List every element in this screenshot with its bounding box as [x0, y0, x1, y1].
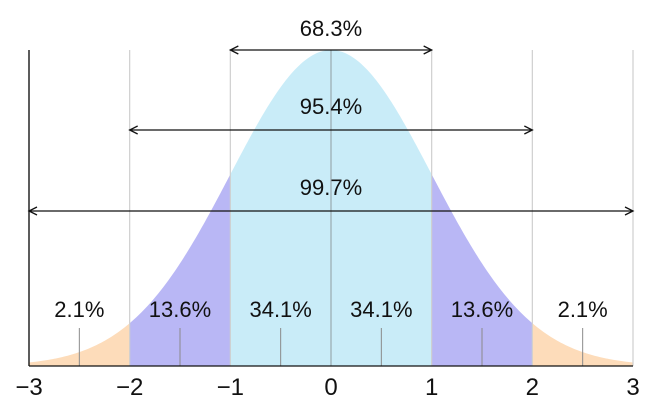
- range-arrow-head-left-2: [128, 125, 138, 135]
- band-label-5: 13.6%: [451, 297, 513, 322]
- x-tick-label-3: −1: [217, 374, 244, 401]
- x-tick-label-2: −2: [116, 374, 143, 401]
- range-label-1: 68.3%: [300, 16, 362, 41]
- band-areas: [29, 50, 633, 366]
- band-labels: 2.1% 13.6% 34.1% 34.1% 13.6% 2.1%: [54, 297, 607, 322]
- x-axis: [28, 50, 633, 367]
- band-label-4: 34.1%: [350, 297, 412, 322]
- x-tick-label-7: 3: [626, 374, 639, 401]
- x-tick-label-4: 0: [324, 374, 337, 401]
- x-tick-labels: −3 −2 −1 0 1 2 3: [15, 374, 639, 401]
- band-area-3: [230, 50, 331, 366]
- x-tick-label-1: −3: [15, 374, 42, 401]
- band-label-1: 2.1%: [54, 297, 104, 322]
- range-arrow-head-right-2: [524, 125, 534, 135]
- grid-lines: [28, 50, 634, 366]
- band-area-6: [532, 323, 633, 366]
- x-tick-label-6: 2: [526, 374, 539, 401]
- x-tick-label-5: 1: [425, 374, 438, 401]
- band-area-2: [129, 174, 231, 366]
- band-area-1: [29, 323, 130, 366]
- band-label-6: 2.1%: [558, 297, 608, 322]
- range-label-2: 95.4%: [300, 94, 362, 119]
- band-label-2: 13.6%: [149, 297, 211, 322]
- band-area-4: [331, 50, 432, 366]
- band-area-5: [431, 174, 533, 366]
- range-arrow-head-left-1: [228, 45, 239, 55]
- band-label-3: 34.1%: [249, 297, 311, 322]
- range-arrow-head-right-3: [624, 206, 635, 216]
- minor-ticks: [78, 328, 584, 366]
- range-label-3: 99.7%: [300, 175, 362, 200]
- range-arrow-head-right-1: [423, 45, 434, 55]
- range-arrows: 68.3% 95.4% 99.7%: [27, 16, 635, 216]
